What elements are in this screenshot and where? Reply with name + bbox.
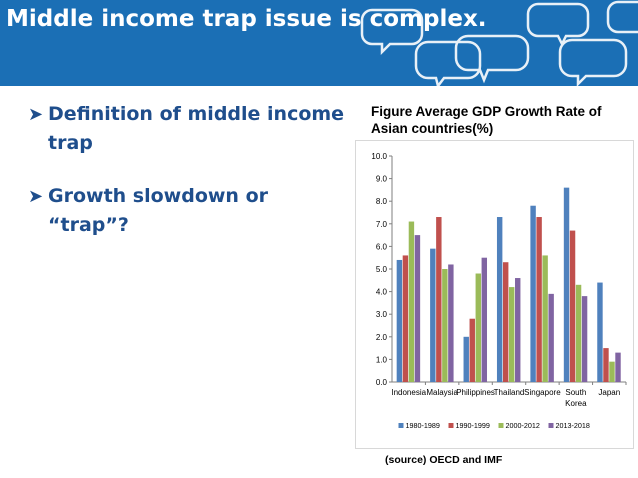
figure-title: Figure Average GDP Growth Rate of Asian … bbox=[371, 104, 602, 136]
bar-2013-2018 bbox=[515, 278, 521, 382]
legend-label: 1980-1989 bbox=[406, 421, 440, 430]
bar-2000-2012 bbox=[609, 361, 615, 382]
y-tick-label: 4.0 bbox=[376, 288, 388, 297]
y-tick-label: 1.0 bbox=[376, 355, 388, 364]
legend-label: 2000-2012 bbox=[506, 421, 540, 430]
bar-1980-1989 bbox=[463, 336, 469, 382]
y-tick-label: 0.0 bbox=[376, 378, 388, 387]
gdp-growth-bar-chart: 0.0 1.0 2.0 3.0 4.0 5.0 6.0 7.0 8.0 9.0 10.0 Indone… bbox=[371, 152, 627, 430]
x-tick-label: Indonesia bbox=[391, 388, 426, 397]
bar-2013-2018 bbox=[481, 257, 488, 382]
bar-1980-1989 bbox=[530, 205, 536, 382]
slide-title: Middle income trap issue is complex. bbox=[6, 6, 487, 32]
bar-1990-1999 bbox=[502, 262, 509, 382]
y-tick-label: 8.0 bbox=[376, 197, 388, 206]
bar-2000-2012 bbox=[442, 269, 448, 382]
bar-1990-1999 bbox=[536, 217, 542, 382]
bar-1980-1989 bbox=[396, 259, 403, 382]
bar-2000-2012 bbox=[542, 255, 548, 382]
legend-label: 2013-2018 bbox=[556, 421, 590, 430]
bar-1980-1989 bbox=[563, 187, 570, 382]
legend-swatch bbox=[548, 423, 554, 428]
bullet-item: ➤ Definition of middle income trap bbox=[28, 100, 348, 158]
bar-1980-1989 bbox=[597, 282, 603, 382]
bar-2013-2018 bbox=[414, 235, 421, 382]
bullet-list: ➤ Definition of middle income trap ➤ Gro… bbox=[28, 100, 348, 240]
bullet-item: ➤ Growth slowdown or “trap”? bbox=[28, 182, 348, 240]
y-tick-label: 2.0 bbox=[376, 333, 388, 342]
y-tick-label: 3.0 bbox=[376, 310, 388, 319]
bar-1990-1999 bbox=[469, 318, 475, 382]
bar-2000-2012 bbox=[509, 287, 515, 382]
x-tick-label: Malaysia bbox=[426, 388, 458, 397]
x-tick-label: Philippines bbox=[456, 388, 495, 397]
bar-1990-1999 bbox=[436, 217, 442, 382]
chart-frame: 0.0 1.0 2.0 3.0 4.0 5.0 6.0 7.0 8.0 9.0 10.0 Indone… bbox=[355, 140, 634, 449]
y-tick-label: 5.0 bbox=[376, 265, 388, 274]
bar-1990-1999 bbox=[402, 255, 409, 382]
bar-1990-1999 bbox=[569, 230, 576, 382]
bar-2000-2012 bbox=[475, 273, 481, 382]
x-tick-label: Japan bbox=[598, 388, 620, 397]
y-tick-label: 10.0 bbox=[371, 152, 387, 161]
y-tick-label: 9.0 bbox=[376, 175, 388, 184]
speech-bubbles-decoration bbox=[360, 0, 638, 86]
bar-2013-2018 bbox=[581, 296, 588, 382]
x-tick-label: Singapore bbox=[524, 388, 561, 397]
x-tick-label: South Korea bbox=[565, 388, 587, 408]
legend-label: 1990-1999 bbox=[456, 421, 490, 430]
bullet-text: Definition of middle income trap bbox=[48, 103, 345, 154]
bar-2000-2012 bbox=[408, 221, 415, 382]
bar-2013-2018 bbox=[448, 264, 454, 382]
legend-swatch bbox=[448, 423, 454, 428]
x-tick-label: Thailand bbox=[494, 388, 525, 397]
title-banner: Middle income trap issue is complex. bbox=[0, 0, 638, 86]
bar-1980-1989 bbox=[430, 248, 436, 382]
bar-1990-1999 bbox=[603, 348, 609, 382]
bullet-text: Growth slowdown or “trap”? bbox=[48, 185, 268, 236]
y-tick-label: 6.0 bbox=[376, 242, 388, 251]
legend-swatch bbox=[498, 423, 504, 428]
arrow-bullet-icon: ➤ bbox=[28, 186, 44, 207]
bar-1980-1989 bbox=[496, 217, 503, 382]
bar-2000-2012 bbox=[575, 284, 582, 382]
bar-2013-2018 bbox=[548, 293, 554, 382]
source-note: (source) OECD and IMF bbox=[385, 454, 503, 466]
arrow-bullet-icon: ➤ bbox=[28, 104, 44, 125]
legend-swatch bbox=[398, 423, 404, 428]
y-tick-label: 7.0 bbox=[376, 220, 388, 229]
bar-2013-2018 bbox=[615, 352, 621, 382]
